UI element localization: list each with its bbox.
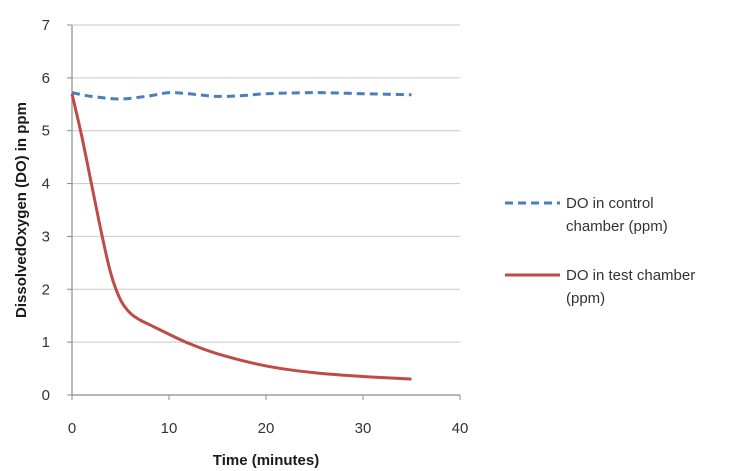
legend-label: (ppm) (566, 290, 605, 307)
x-tick-labels: 0 10 20 30 40 (68, 420, 469, 437)
y-tick-label: 2 (42, 281, 50, 298)
legend-label: DO in control (566, 195, 654, 212)
x-tick-label: 40 (452, 420, 469, 437)
y-tick-label: 5 (42, 123, 50, 140)
x-axis-label: Time (minutes) (213, 452, 319, 469)
axes (67, 24, 461, 400)
series-line-1 (70, 93, 412, 381)
legend-label: chamber (ppm) (566, 218, 668, 235)
y-tick-label: 4 (42, 176, 50, 193)
y-tick-label: 0 (42, 387, 50, 404)
grid-lines (72, 24, 460, 343)
legend: DO in control chamber (ppm) DO in test cha… (505, 195, 695, 307)
y-tick-label: 6 (42, 70, 50, 87)
y-tick-label: 3 (42, 228, 50, 245)
series-lines (70, 91, 412, 381)
legend-label: DO in test chamber (566, 267, 695, 284)
x-tick-label: 10 (161, 420, 178, 437)
x-tick-label: 20 (258, 420, 275, 437)
series-line-0 (71, 91, 412, 101)
y-tick-label: 7 (42, 17, 50, 34)
y-tick-labels: 0 1 2 3 4 5 6 7 (42, 17, 50, 404)
x-tick-label: 0 (68, 420, 76, 437)
y-axis-label: DissolvedOxygen (DO) in ppm (13, 102, 30, 318)
y-tick-label: 1 (42, 334, 50, 351)
x-tick-label: 30 (355, 420, 372, 437)
